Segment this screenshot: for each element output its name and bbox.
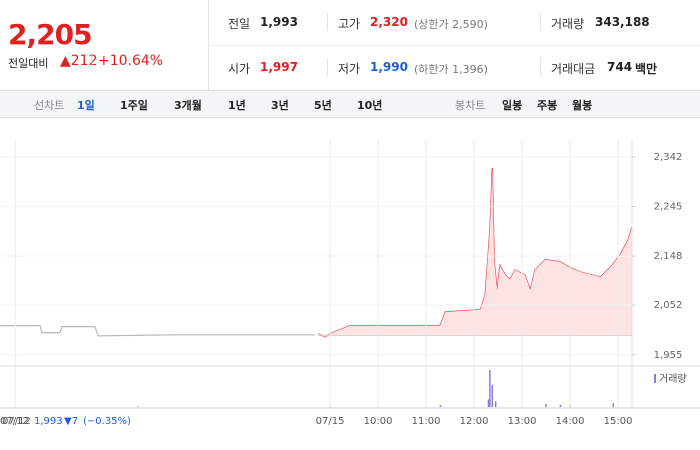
x-tick-label: 11:00 [412,416,441,427]
tab-bar [0,90,700,118]
stat-note: (상한가 2,590) [414,18,488,31]
stat-note: (하한가 1,396) [414,63,488,76]
period-tab[interactable]: 3개월 [174,99,202,112]
period-tab[interactable]: 10년 [357,99,383,112]
current-price: 2,205 [8,18,93,51]
period-tab[interactable]: 1년 [228,99,246,112]
y-tick-label: 2,245 [654,201,683,212]
candle-tab[interactable]: 월봉 [572,99,593,112]
candle-tab[interactable]: 주봉 [537,99,558,112]
change: ▲212 [60,53,98,69]
divider [540,58,541,76]
legend-swatch [654,374,656,383]
divider [327,58,328,76]
x-tick-label: 10:00 [364,416,393,427]
volume-bar [137,406,139,407]
volume-bar [612,403,615,407]
volume-bar [559,404,562,407]
stat-value: 1,990 [370,60,408,74]
hover-rate: (−0.35%) [83,416,131,427]
stat-value: 1,993 [260,15,298,29]
hover-change: ▼7 [64,416,78,427]
stat-value: 1,997 [260,60,298,74]
x-tick-label: 15:00 [604,416,633,427]
chart: 1,955 2,052 2,148 2,245 2,342 15:00 14:00 13:00… [0,140,700,427]
x-tick-label: 07/15 [316,416,345,427]
y-tick-label: 2,342 [654,152,683,163]
divider: | [90,52,95,66]
volume-bar [487,399,490,407]
volume-bar [489,370,491,407]
change-rate: +10.64% [98,53,164,69]
volume-bar [439,405,442,407]
stat-value: 343,188 [595,15,650,29]
tab-label: 봉차트 [455,99,486,112]
divider [327,13,328,31]
price-line [0,325,316,337]
stat-label: 저가 [338,62,361,76]
period-tab[interactable]: 5년 [314,99,332,112]
x-tick-label: 13:00 [508,416,537,427]
period-tab[interactable]: 1일 [77,99,95,112]
change-label: 전일대비 [8,57,49,70]
stat-label: 전일 [228,17,251,31]
legend-label: 거래량 [659,373,687,385]
stat-value: 2,320 [370,15,408,29]
x-tick-label: 07/12 [0,416,29,427]
stat-label: 고가 [338,17,361,31]
y-tick-label: 2,052 [654,300,683,311]
stat-label: 거래량 [551,17,585,31]
y-tick-label: 2,148 [654,251,683,262]
hover-price: 1,993 [34,416,63,427]
tab-label: 선차트 [34,99,65,112]
hover-date: 07/12 [2,416,31,427]
period-tab[interactable]: 1주일 [120,99,148,112]
candle-tab[interactable]: 일봉 [502,99,523,112]
divider [540,13,541,31]
volume-bar [491,384,494,407]
stat-label: 시가 [228,62,251,76]
divider [208,45,700,46]
stat-unit: 백만 [635,62,658,76]
x-tick-label: 14:00 [556,416,585,427]
stat-label: 거래대금 [551,62,596,76]
period-tab[interactable]: 3년 [271,99,289,112]
x-tick-label: 12:00 [460,416,489,427]
volume-bar [494,401,497,407]
area [318,168,632,337]
volume-bar [545,404,547,407]
y-tick-label: 1,955 [654,350,683,361]
stat-value: 744 [607,60,633,74]
